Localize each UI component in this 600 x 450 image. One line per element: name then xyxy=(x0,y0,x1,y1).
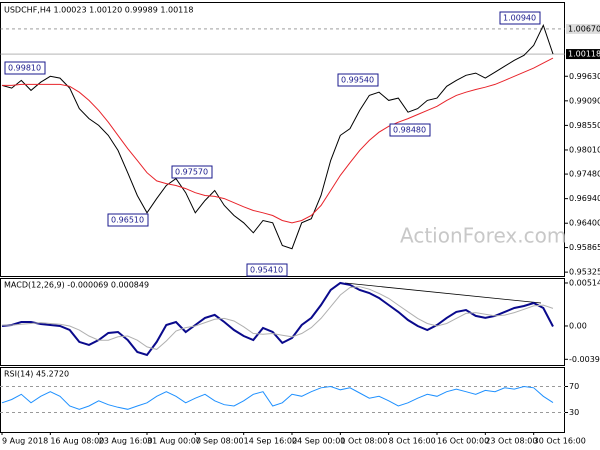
series-line xyxy=(1,281,554,357)
price-level-box xyxy=(566,49,600,60)
x-tick-label: 7 Sep 08:00 xyxy=(195,437,243,446)
y-tick-label: 70 xyxy=(569,382,579,391)
annotation: 0.96510 xyxy=(111,216,144,225)
y-tick-label: 0.98010 xyxy=(569,145,600,154)
x-tick-label: 24 Sep 00:00 xyxy=(292,437,345,446)
annotation-box xyxy=(4,61,46,75)
annotation-box xyxy=(107,213,149,227)
price-level-label: 1.00118 xyxy=(568,50,600,59)
series-line xyxy=(1,23,554,250)
annotation: 0.97570 xyxy=(175,168,208,177)
watermark: ActionForex.com xyxy=(400,224,566,248)
x-tick-label: 9 Aug 2018 xyxy=(2,437,48,446)
y-tick-label: 0.95865 xyxy=(569,243,600,252)
x-tick-label: 8 Oct 16:00 xyxy=(389,437,436,446)
y-tick-label: 0.99090 xyxy=(569,96,600,105)
panel-title: RSI(14) 45.2720 xyxy=(4,370,69,379)
annotation-box xyxy=(337,73,379,87)
annotation: 0.99810 xyxy=(8,64,41,73)
annotation: 1.00940 xyxy=(503,14,536,23)
annotation: 0.95410 xyxy=(250,266,283,275)
panel-title: MACD(12,26,9) -0.000069 0.000849 xyxy=(4,281,149,290)
y-tick-label: 0.96400 xyxy=(569,219,600,228)
x-tick-label: 16 Oct 00:00 xyxy=(437,437,489,446)
panel-title: USDCHF,H4 1.00023 1.00120 0.99989 1.0011… xyxy=(4,6,193,15)
series-line xyxy=(2,286,554,350)
y-tick-label: 0.00 xyxy=(569,321,587,330)
y-tick-label: 0.96940 xyxy=(569,194,600,203)
rsi-panel xyxy=(0,367,565,433)
y-tick-label: -0.003989 xyxy=(569,355,600,364)
x-tick-label: 23 Oct 08:00 xyxy=(485,437,537,446)
x-tick-label: 1 Oct 08:00 xyxy=(340,437,387,446)
price-level-box xyxy=(566,23,600,34)
macd-panel xyxy=(0,278,565,366)
x-tick-label: 23 Aug 16:00 xyxy=(99,437,153,446)
annotation: 0.99540 xyxy=(341,76,374,85)
y-tick-label: 0.99630 xyxy=(569,72,600,81)
y-tick-label: 0.97480 xyxy=(569,170,600,179)
annotation-box xyxy=(171,165,213,179)
series-line xyxy=(2,57,554,224)
trend-line xyxy=(344,282,542,304)
annotation: 0.98480 xyxy=(393,126,426,135)
y-tick-label: 0.98550 xyxy=(569,121,600,130)
y-tick-label: 0.005145 xyxy=(569,278,600,287)
annotation-box xyxy=(499,11,541,25)
series-line xyxy=(1,385,554,410)
x-tick-label: 30 Oct 16:00 xyxy=(534,437,586,446)
annotation-box xyxy=(389,123,431,137)
x-tick-label: 16 Aug 08:00 xyxy=(50,437,104,446)
y-tick-label: 30 xyxy=(569,408,579,417)
price-level-label: 1.00670 xyxy=(568,24,600,33)
annotation-box xyxy=(246,263,288,277)
x-tick-label: 14 Sep 16:00 xyxy=(244,437,297,446)
x-tick-label: 31 Aug 00:00 xyxy=(147,437,201,446)
y-tick-label: 0.95325 xyxy=(569,268,600,277)
